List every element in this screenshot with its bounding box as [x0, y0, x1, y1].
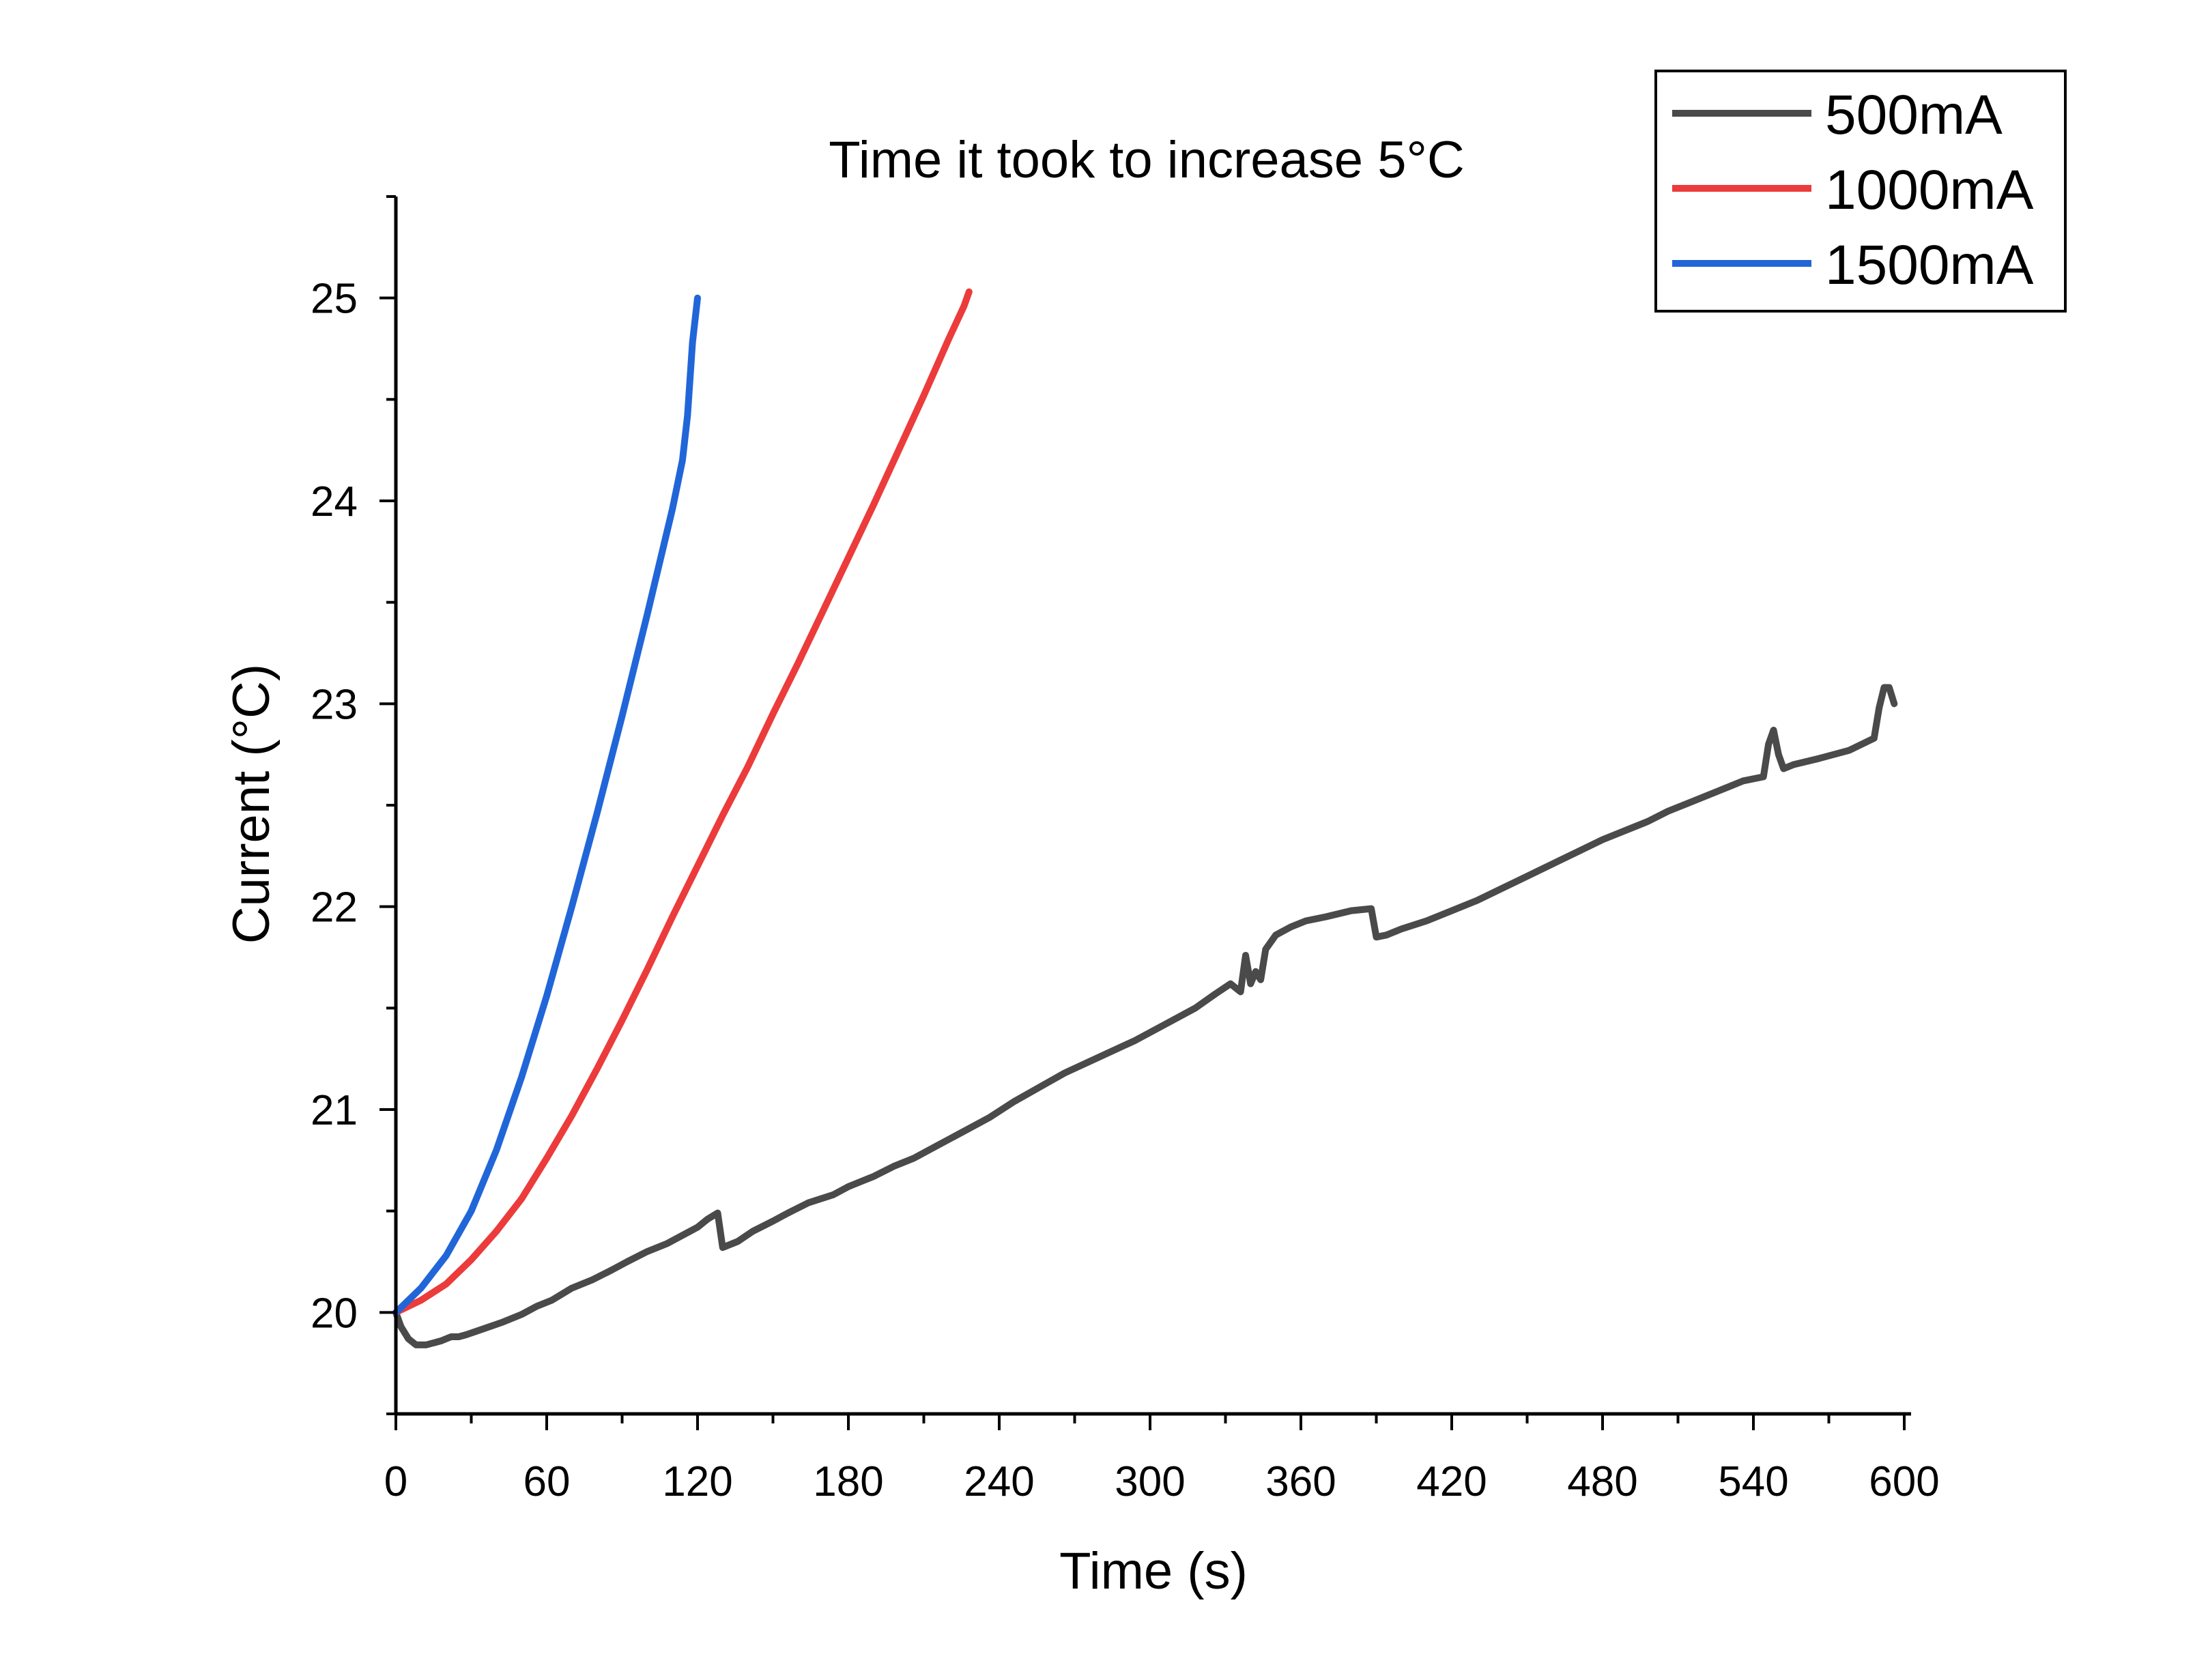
y-axis-title: Current (°C): [223, 664, 281, 944]
legend-label: 1500mA: [1825, 234, 2034, 296]
plot-lines: [392, 288, 1898, 1348]
x-ticks: 0 60 120 180 240 300 360 420 480 540 600: [384, 1414, 1940, 1505]
x-axis-title: Time (s): [1059, 1542, 1248, 1600]
legend-label: 500mA: [1825, 84, 2003, 146]
y-tick-label: 24: [311, 478, 358, 525]
legend: 500mA 1000mA 1500mA: [1654, 70, 2067, 313]
x-tick-label: 360: [1265, 1458, 1336, 1505]
x-tick-label: 600: [1869, 1458, 1939, 1505]
x-tick-label: 480: [1567, 1458, 1637, 1505]
x-tick-label: 0: [384, 1458, 407, 1505]
legend-label: 1000mA: [1825, 159, 2034, 221]
series-line-1000mA: [392, 288, 973, 1316]
x-tick-label: 180: [813, 1458, 883, 1505]
y-tick-label: 21: [311, 1087, 358, 1134]
x-tick-label: 540: [1718, 1458, 1788, 1505]
x-tick-label: 60: [523, 1458, 571, 1505]
y-tick-label: 22: [311, 884, 358, 931]
x-tick-label: 300: [1115, 1458, 1185, 1505]
y-tick-label: 23: [311, 681, 358, 728]
x-tick-label: 420: [1416, 1458, 1487, 1505]
series-line-1500mA: [392, 294, 701, 1316]
x-tick-label: 240: [964, 1458, 1034, 1505]
series-line-500mA: [392, 684, 1898, 1348]
y-tick-label: 20: [311, 1290, 358, 1337]
axes: 0 60 120 180 240 300 360 420 480 540 600 202122232…: [311, 195, 1940, 1505]
y-tick-label: 25: [311, 276, 358, 323]
chart-title: Time it took to increase 5°C: [829, 131, 1464, 189]
x-tick-label: 120: [662, 1458, 732, 1505]
y-ticks: 20 21 22 23 24 25: [311, 195, 396, 1415]
